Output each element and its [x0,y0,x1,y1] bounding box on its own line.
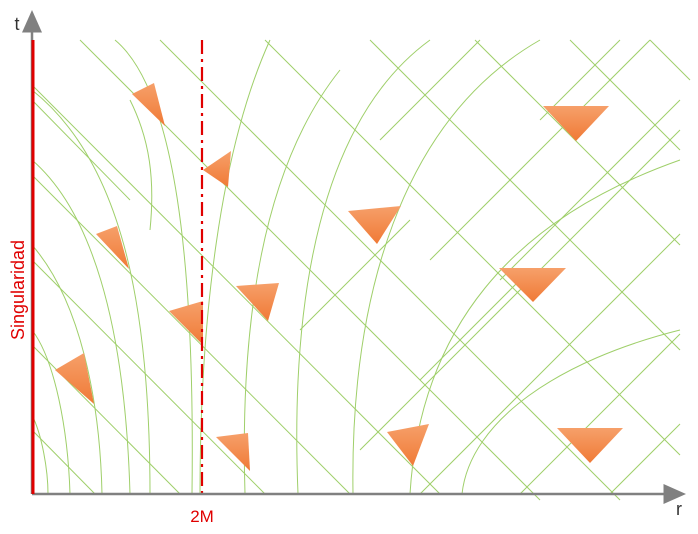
curved-ray [114,39,193,495]
curved-ray [461,329,681,495]
curved-ray [31,159,131,495]
null-ray [419,279,521,381]
null-ray [264,39,681,456]
curved-ray [31,329,71,495]
null-ray [31,344,181,495]
light-cone [203,151,231,187]
light-cone [169,301,203,345]
light-cone [499,268,566,302]
null-ray [474,39,681,246]
curved-ray [31,414,49,495]
null-ray [31,429,96,495]
null-rays-curved [31,39,681,495]
null-ray [31,259,266,495]
curved-ray [243,69,341,495]
r-axis-label: r [676,499,682,519]
light-cone [96,226,129,269]
horizon-label: 2M [190,507,214,526]
null-ray [31,99,131,201]
light-cone [348,206,401,244]
null-ray [369,39,681,351]
null-ray [31,84,441,495]
null-ray [159,39,621,501]
light-cone [387,424,429,466]
curved-ray [129,99,153,231]
null-rays-anti-diagonal [299,39,681,495]
null-ray [649,39,691,81]
curved-ray [409,159,681,495]
curved-ray [296,39,431,495]
null-ray [419,233,681,495]
curved-ray [199,39,271,495]
light-cone [557,428,623,463]
light-cone [543,106,609,141]
null-ray [569,39,681,151]
null-ray [359,129,681,451]
null-ray [499,99,681,281]
null-ray [299,219,411,331]
light-cone [236,283,279,321]
null-ray [609,423,681,495]
light-cone [132,83,165,126]
light-cone [55,353,94,404]
null-ray [429,39,651,261]
singularity-label: Singularidad [8,240,28,340]
light-cone [216,433,250,471]
null-rays-diagonal [31,39,691,501]
null-ray [519,333,681,495]
null-ray [31,174,351,495]
curved-ray [31,89,151,495]
light-cones [55,83,623,471]
null-ray [379,39,481,141]
curved-ray [352,39,541,495]
t-axis-label: t [14,14,19,34]
